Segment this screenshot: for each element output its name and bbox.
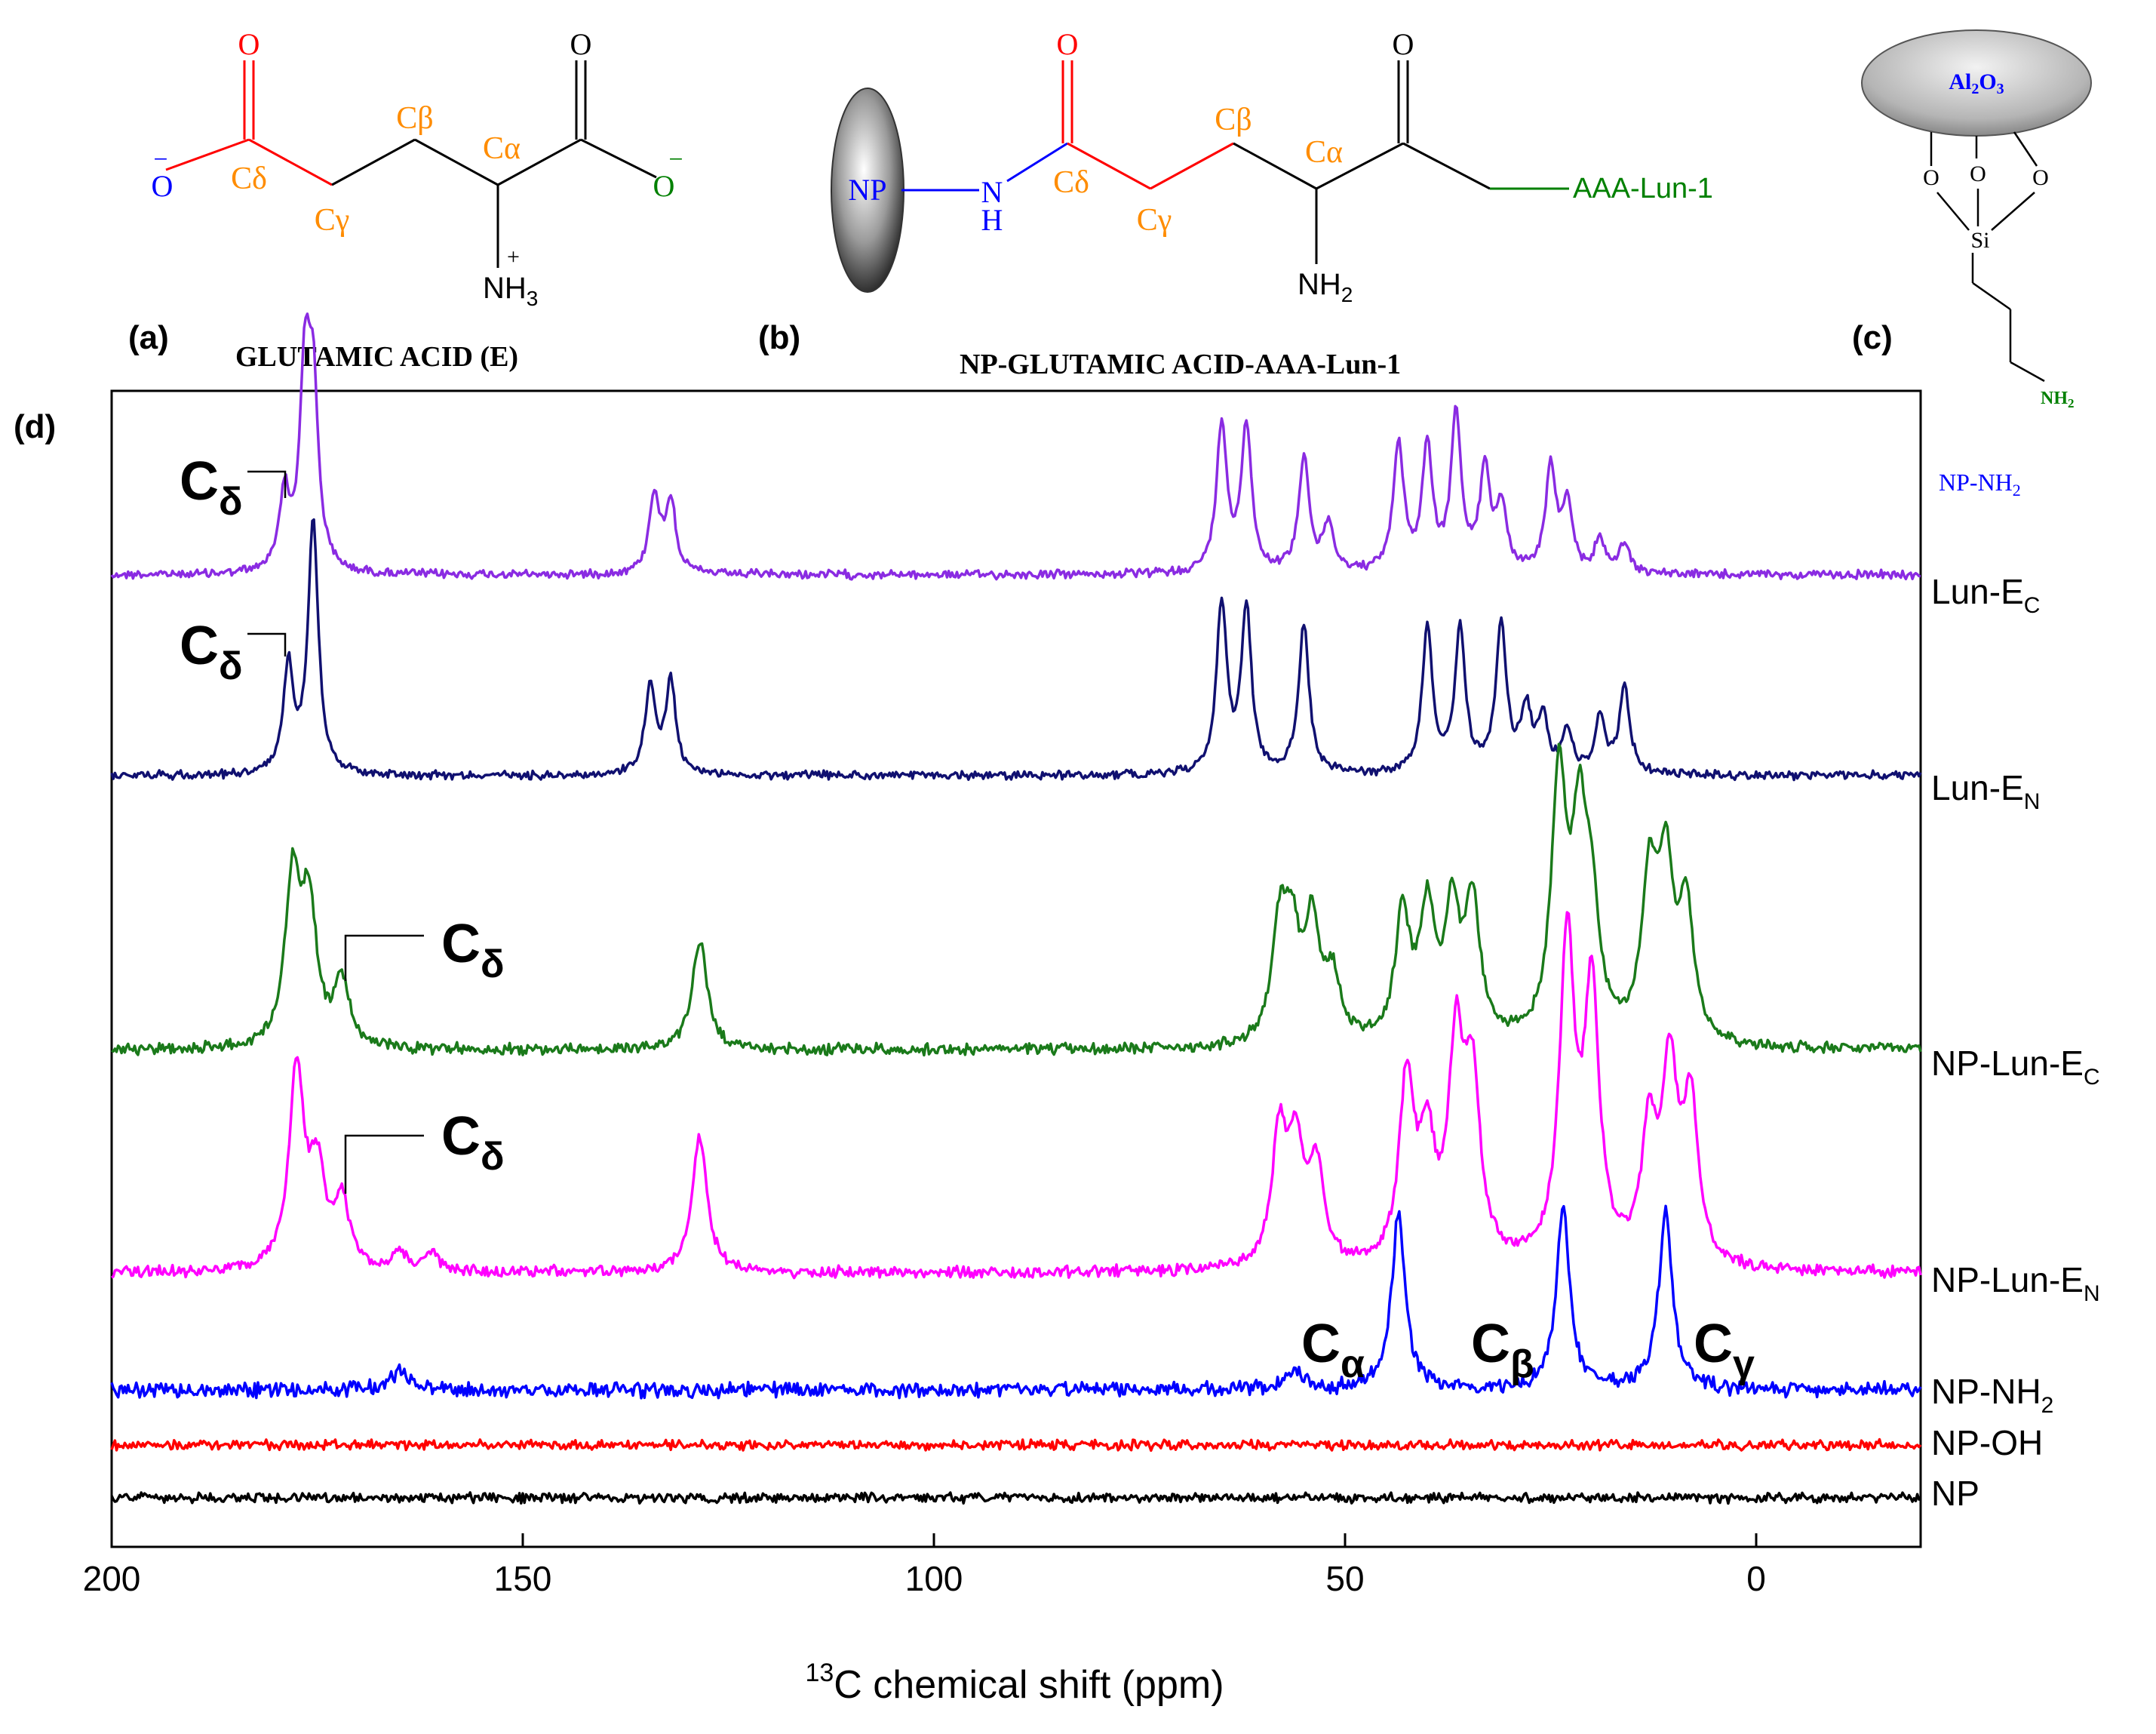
carboxylate-o-blue: O	[152, 169, 174, 203]
annotation-label: Cδ	[180, 451, 243, 524]
panel-c-label: (c)	[1852, 319, 1893, 356]
panel-c-title: NP-NH2	[1939, 469, 2021, 500]
x-tick-label: 100	[905, 1559, 963, 1598]
x-tick-label: 50	[1325, 1559, 1364, 1598]
o-mid: O	[1970, 161, 1986, 186]
series-label-5: NP-OH	[1931, 1423, 2043, 1462]
annotation-label: Cβ	[1471, 1314, 1534, 1386]
x-tick-label: 0	[1746, 1559, 1766, 1598]
series-label-1: Lun-EN	[1931, 768, 2040, 814]
structure-np-nh2: Al2O3 O O O Si NH2 NP-NH2	[1861, 29, 2092, 500]
nh2-green-label: NH2	[2041, 389, 2075, 410]
spectrum-trace-6	[110, 1491, 1922, 1505]
neg-charge-green: −	[668, 146, 683, 174]
series-label-2: NP-Lun-EC	[1931, 1044, 2100, 1090]
annotation-label: Cδ	[441, 914, 505, 986]
annotation-label: Cγ	[1694, 1314, 1755, 1386]
carboxylate-o-green: O	[653, 169, 675, 203]
carbonyl-o-red: O	[238, 27, 260, 61]
traces	[110, 312, 1922, 1505]
annotation-label: Cδ	[441, 1106, 505, 1179]
carbonyl-o-black-b: O	[1393, 27, 1414, 61]
panel-b-label: (b)	[758, 319, 800, 356]
o-left: O	[1923, 165, 1939, 190]
spectrum-trace-0	[110, 312, 1921, 581]
panel-a-label: (a)	[128, 319, 169, 356]
nmr-plot: 200 150 100 50 0 Lun-EC Lun-EN NP-Lun-EC NP-Lun…	[83, 312, 2100, 1707]
spectrum-trace-5	[110, 1437, 1922, 1453]
plot-frame	[110, 389, 1922, 1548]
structure-glutamic-acid: O O − O O − Cδ Cγ Cβ Cα NH3 +	[152, 27, 683, 310]
carbonyl-o-red-b: O	[1057, 27, 1079, 61]
label-c-alpha-a: Cα	[483, 131, 521, 166]
nh3-label: NH3	[483, 272, 538, 310]
annotation-bracket	[344, 1134, 424, 1194]
annotations: Cδ Cδ Cδ Cδ Cα Cβ Cγ	[180, 451, 1755, 1386]
structure-np-glutamic: NP N H AAA-Lun-1 O O Cδ Cγ Cβ Cα NH2	[831, 27, 1713, 306]
spectrum-trace-2	[111, 742, 1922, 1057]
panel-b-title: NP-GLUTAMIC ACID-AAA-Lun-1	[960, 349, 1401, 380]
panel-a-title: GLUTAMIC ACID (E)	[235, 341, 518, 373]
series-label-6: NP	[1931, 1474, 1979, 1513]
series-labels: Lun-EC Lun-EN NP-Lun-EC NP-Lun-EN NP-NH2 NP-O…	[1931, 572, 2100, 1513]
label-c-beta-b: Cβ	[1215, 103, 1252, 137]
annotation-bracket	[344, 934, 424, 981]
x-tick-label: 200	[83, 1559, 141, 1598]
series-label-0: Lun-EC	[1931, 572, 2040, 618]
pos-charge: +	[507, 244, 520, 269]
label-c-delta-b: Cδ	[1053, 165, 1089, 200]
annotation-bracket	[247, 632, 287, 656]
neg-charge-blue: −	[153, 146, 167, 174]
panel-d-label: (d)	[14, 408, 56, 445]
np-label: NP	[848, 173, 886, 207]
annotation-bracket	[247, 470, 287, 498]
aaa-lun-label: AAA-Lun-1	[1573, 173, 1713, 204]
x-axis-label: 13C chemical shift (ppm)	[805, 1659, 1224, 1707]
annotation-label: Cδ	[180, 616, 243, 688]
label-c-delta-a: Cδ	[231, 161, 267, 196]
label-c-gamma-b: Cγ	[1137, 203, 1172, 238]
carbonyl-o-black: O	[570, 27, 592, 61]
amide-n: N	[981, 175, 1003, 209]
series-label-3: NP-Lun-EN	[1931, 1260, 2100, 1306]
series-label-4: NP-NH2	[1931, 1372, 2053, 1418]
si-label: Si	[1970, 228, 1989, 253]
x-tick-label: 150	[494, 1559, 552, 1598]
amide-h: H	[981, 203, 1003, 237]
label-c-gamma-a: Cγ	[315, 203, 350, 238]
nh2-label-b: NH2	[1298, 268, 1353, 306]
spectrum-trace-4	[110, 1204, 1922, 1400]
o-right: O	[2032, 165, 2049, 190]
al2o3-label: Al2O3	[1949, 69, 2004, 97]
spectrum-trace-3	[111, 911, 1922, 1280]
label-c-alpha-b: Cα	[1305, 135, 1343, 170]
label-c-beta-a: Cβ	[396, 101, 433, 136]
spectrum-trace-1	[110, 518, 1922, 782]
x-axis-ticks: 200 150 100 50 0	[83, 1533, 1766, 1598]
annotation-label: Cα	[1301, 1314, 1365, 1386]
